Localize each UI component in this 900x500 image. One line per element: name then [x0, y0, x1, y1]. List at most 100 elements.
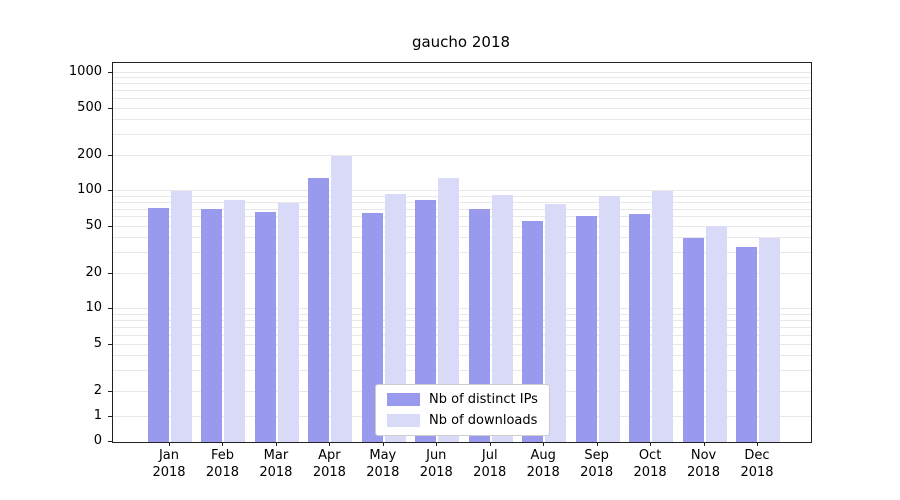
x-tick-label: Jan 2018 — [152, 448, 186, 480]
gridline — [113, 272, 811, 274]
y-tick-label: 1000 — [68, 64, 102, 79]
x-tick — [703, 442, 705, 446]
gridline — [113, 225, 811, 227]
bar-downloads — [331, 156, 353, 442]
y-tick — [108, 391, 112, 392]
gridline — [113, 326, 811, 328]
bar-distinct-ips — [682, 238, 704, 442]
legend-item-distinct-ips: Nb of distinct IPs — [387, 392, 538, 407]
y-tick-label: 2 — [93, 383, 102, 398]
x-tick — [543, 442, 545, 446]
gridline — [113, 195, 811, 197]
gridline — [113, 343, 811, 345]
gridline — [113, 90, 811, 92]
gridline — [113, 313, 811, 315]
gridline — [113, 237, 811, 239]
y-tick — [108, 225, 112, 227]
gridline — [113, 216, 811, 218]
x-tick-label: May 2018 — [366, 448, 400, 480]
gridline — [113, 370, 811, 372]
y-tick — [108, 308, 112, 310]
bar-distinct-ips — [629, 214, 651, 442]
y-tick-label: 50 — [85, 217, 102, 233]
bar-distinct-ips — [308, 177, 330, 442]
legend-label-downloads: Nb of downloads — [429, 413, 538, 428]
x-tick-label: Nov 2018 — [686, 448, 721, 480]
legend-item-downloads: Nb of downloads — [387, 413, 538, 428]
bar-downloads — [277, 203, 299, 442]
x-tick — [329, 442, 331, 446]
plot-area: Nb of distinct IPs Nb of downloads — [112, 62, 812, 443]
gridline — [113, 107, 811, 109]
x-tick — [222, 442, 224, 446]
bar-distinct-ips — [201, 208, 223, 442]
y-tick-label: 1 — [93, 408, 102, 423]
legend-swatch-downloads — [387, 414, 420, 427]
bar-distinct-ips — [736, 246, 757, 442]
bar-distinct-ips — [415, 199, 437, 442]
y-tick — [108, 72, 112, 73]
y-tick-label: 200 — [77, 146, 102, 162]
gridline — [113, 154, 811, 156]
x-tick-label: Dec 2018 — [740, 448, 774, 480]
gridline — [113, 252, 811, 253]
x-tick-label: Jun 2018 — [419, 448, 453, 480]
bar-downloads — [759, 238, 780, 442]
y-tick — [108, 154, 112, 156]
x-tick — [596, 442, 598, 446]
bar-distinct-ips — [575, 215, 597, 442]
gridline — [113, 119, 811, 121]
bar-distinct-ips — [468, 208, 490, 442]
y-tick-label: 100 — [77, 182, 102, 198]
y-tick — [108, 190, 112, 192]
x-tick — [382, 442, 384, 446]
y-tick-label: 10 — [85, 300, 102, 316]
gridline — [113, 201, 811, 203]
x-tick — [757, 442, 758, 446]
gridline — [113, 334, 811, 336]
y-tick — [108, 107, 112, 109]
gridline — [113, 72, 811, 73]
gridline — [113, 83, 811, 85]
gridline — [113, 208, 811, 210]
y-tick — [108, 441, 112, 442]
y-tick — [108, 343, 112, 345]
x-tick-label: Oct 2018 — [633, 448, 667, 480]
x-tick — [169, 442, 170, 446]
bar-downloads — [224, 199, 246, 442]
chart-title: gaucho 2018 — [411, 33, 511, 51]
gridline — [113, 308, 811, 310]
bar-downloads — [652, 191, 674, 442]
y-tick — [108, 416, 112, 417]
x-tick — [650, 442, 652, 446]
x-tick — [489, 442, 491, 446]
bar-downloads — [384, 193, 406, 442]
x-tick-label: Aug 2018 — [526, 448, 560, 480]
y-tick-label: 20 — [85, 264, 102, 280]
bar-downloads — [491, 194, 513, 442]
x-tick-label: Feb 2018 — [205, 448, 239, 480]
legend: Nb of distinct IPs Nb of downloads — [375, 384, 550, 436]
bar-downloads — [171, 191, 192, 442]
gridline — [113, 355, 811, 357]
bar-downloads — [545, 203, 567, 442]
legend-swatch-distinct-ips — [387, 393, 420, 406]
legend-label-distinct-ips: Nb of distinct IPs — [429, 392, 538, 407]
x-tick — [275, 442, 277, 446]
y-tick-label: 0 — [93, 433, 102, 448]
bar-downloads — [598, 196, 620, 442]
x-tick-label: Mar 2018 — [259, 448, 293, 480]
y-tick-label: 500 — [77, 99, 102, 115]
bar-downloads — [438, 177, 460, 442]
x-tick-label: Jul 2018 — [473, 448, 507, 480]
y-tick-label: 5 — [93, 335, 102, 351]
gridline — [113, 190, 811, 192]
bar-distinct-ips — [254, 211, 276, 442]
bar-downloads — [705, 225, 727, 442]
x-tick-label: Sep 2018 — [580, 448, 614, 480]
x-tick — [436, 442, 438, 446]
gridline — [113, 98, 811, 100]
gridline — [113, 133, 811, 135]
bar-distinct-ips — [148, 208, 169, 442]
